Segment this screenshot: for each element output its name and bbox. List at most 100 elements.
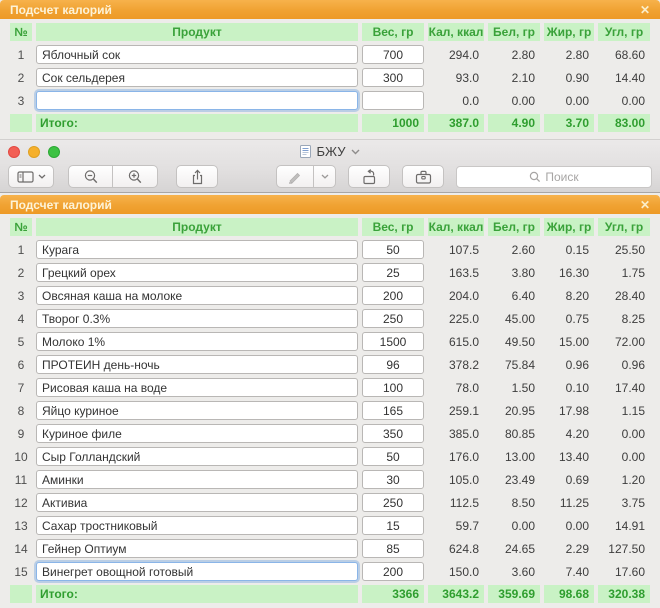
carbs-value: 127.50	[608, 541, 645, 556]
row-number: 4	[17, 311, 25, 326]
totals-fat: 3.70	[544, 114, 594, 132]
product-input[interactable]	[36, 424, 358, 443]
weight-input[interactable]	[362, 516, 424, 535]
kcal-value: 93.0	[455, 70, 479, 85]
weight-input[interactable]	[362, 309, 424, 328]
row-number: 11	[14, 472, 28, 487]
weight-input[interactable]	[362, 447, 424, 466]
view-options-button[interactable]	[8, 165, 54, 188]
weight-input[interactable]	[362, 562, 424, 581]
product-input[interactable]	[36, 45, 358, 64]
weight-input[interactable]	[362, 45, 424, 64]
carbs-value: 0.00	[621, 93, 645, 108]
product-input[interactable]	[36, 332, 358, 351]
product-cell	[36, 309, 358, 328]
table-row: 10 176.0 13.00 13.40 0.00	[10, 447, 650, 466]
kcal-value: 59.7	[455, 518, 479, 533]
carbs-value: 25.50	[614, 242, 645, 257]
weight-input[interactable]	[362, 493, 424, 512]
product-cell	[36, 332, 358, 351]
totals-num-cell	[10, 585, 32, 603]
kcal-value: 225.0	[448, 311, 479, 326]
carbs-value: 68.60	[614, 47, 645, 62]
fat-value: 0.10	[565, 380, 589, 395]
zoom-out-button[interactable]	[68, 165, 113, 188]
product-input[interactable]	[36, 562, 358, 581]
kcal-value: 150.0	[448, 564, 479, 579]
protein-value: 75.84	[504, 357, 535, 372]
product-input[interactable]	[36, 493, 358, 512]
weight-input[interactable]	[362, 355, 424, 374]
product-input[interactable]	[36, 401, 358, 420]
protein-value: 20.95	[504, 403, 535, 418]
rotate-left-button[interactable]	[348, 165, 390, 188]
weight-input[interactable]	[362, 424, 424, 443]
totals-kcal: 387.0	[428, 114, 484, 132]
kcal-value: 176.0	[448, 449, 479, 464]
table-row: 13 59.7 0.00 0.00 14.91	[10, 516, 650, 535]
table-row: 1 107.5 2.60 0.15 25.50	[10, 240, 650, 259]
totals-num-cell	[10, 114, 32, 132]
view-chevron-down-icon	[38, 174, 45, 179]
kcal-value: 107.5	[448, 242, 479, 257]
product-input[interactable]	[36, 516, 358, 535]
product-cell	[36, 424, 358, 443]
product-input[interactable]	[36, 470, 358, 489]
zoom-in-button[interactable]	[113, 165, 158, 188]
product-input[interactable]	[36, 309, 358, 328]
weight-input[interactable]	[362, 68, 424, 87]
weight-cell	[362, 516, 424, 535]
kcal-value: 0.0	[462, 93, 479, 108]
row-number: 12	[14, 495, 28, 510]
product-input[interactable]	[36, 68, 358, 87]
product-input[interactable]	[36, 91, 358, 110]
row-number: 2	[17, 265, 25, 280]
product-input[interactable]	[36, 240, 358, 259]
markup-pen-dropdown-button[interactable]	[314, 165, 336, 188]
weight-input[interactable]	[362, 286, 424, 305]
markup-pen-button[interactable]	[276, 165, 314, 188]
carbs-value: 72.00	[614, 334, 645, 349]
markup-toolbar-button[interactable]	[402, 165, 444, 188]
minimize-window-icon[interactable]	[28, 145, 40, 158]
weight-input[interactable]	[362, 401, 424, 420]
table-row: 12 112.5 8.50 11.25 3.75	[10, 493, 650, 512]
col-header-fat: Жир, гр	[544, 23, 594, 41]
weight-input[interactable]	[362, 539, 424, 558]
totals-weight: 3366	[362, 585, 424, 603]
product-input[interactable]	[36, 355, 358, 374]
weight-cell	[362, 401, 424, 420]
product-input[interactable]	[36, 263, 358, 282]
title-chevron-down-icon[interactable]	[351, 149, 360, 155]
table-header-row: № Продукт Вес, гр Кал, ккал Бел, гр Жир,…	[10, 23, 650, 41]
col-header-num: №	[10, 218, 32, 236]
weight-input[interactable]	[362, 240, 424, 259]
product-input[interactable]	[36, 378, 358, 397]
table-row: 3 204.0 6.40 8.20 28.40	[10, 286, 650, 305]
protein-value: 13.00	[504, 449, 535, 464]
weight-cell	[362, 263, 424, 282]
product-input[interactable]	[36, 286, 358, 305]
weight-input[interactable]	[362, 378, 424, 397]
weight-input[interactable]	[362, 332, 424, 351]
close-window-icon[interactable]	[8, 145, 20, 158]
product-input[interactable]	[36, 539, 358, 558]
share-button[interactable]	[176, 165, 218, 188]
col-header-protein: Бел, гр	[488, 218, 540, 236]
weight-input[interactable]	[362, 470, 424, 489]
weight-cell	[362, 45, 424, 64]
close-icon[interactable]: ✕	[639, 197, 650, 212]
totals-protein: 359.69	[488, 585, 540, 603]
markup-pen-segmented-control	[276, 165, 336, 188]
search-input[interactable]: Поиск	[456, 165, 652, 188]
kcal-value: 259.1	[448, 403, 479, 418]
product-input[interactable]	[36, 447, 358, 466]
carbs-value: 0.00	[621, 426, 645, 441]
weight-cell	[362, 447, 424, 466]
weight-input[interactable]	[362, 91, 424, 110]
close-icon[interactable]: ✕	[639, 2, 650, 17]
carbs-value: 17.60	[614, 564, 645, 579]
zoom-window-icon[interactable]	[48, 145, 60, 158]
weight-input[interactable]	[362, 263, 424, 282]
zoom-out-icon	[84, 169, 97, 183]
